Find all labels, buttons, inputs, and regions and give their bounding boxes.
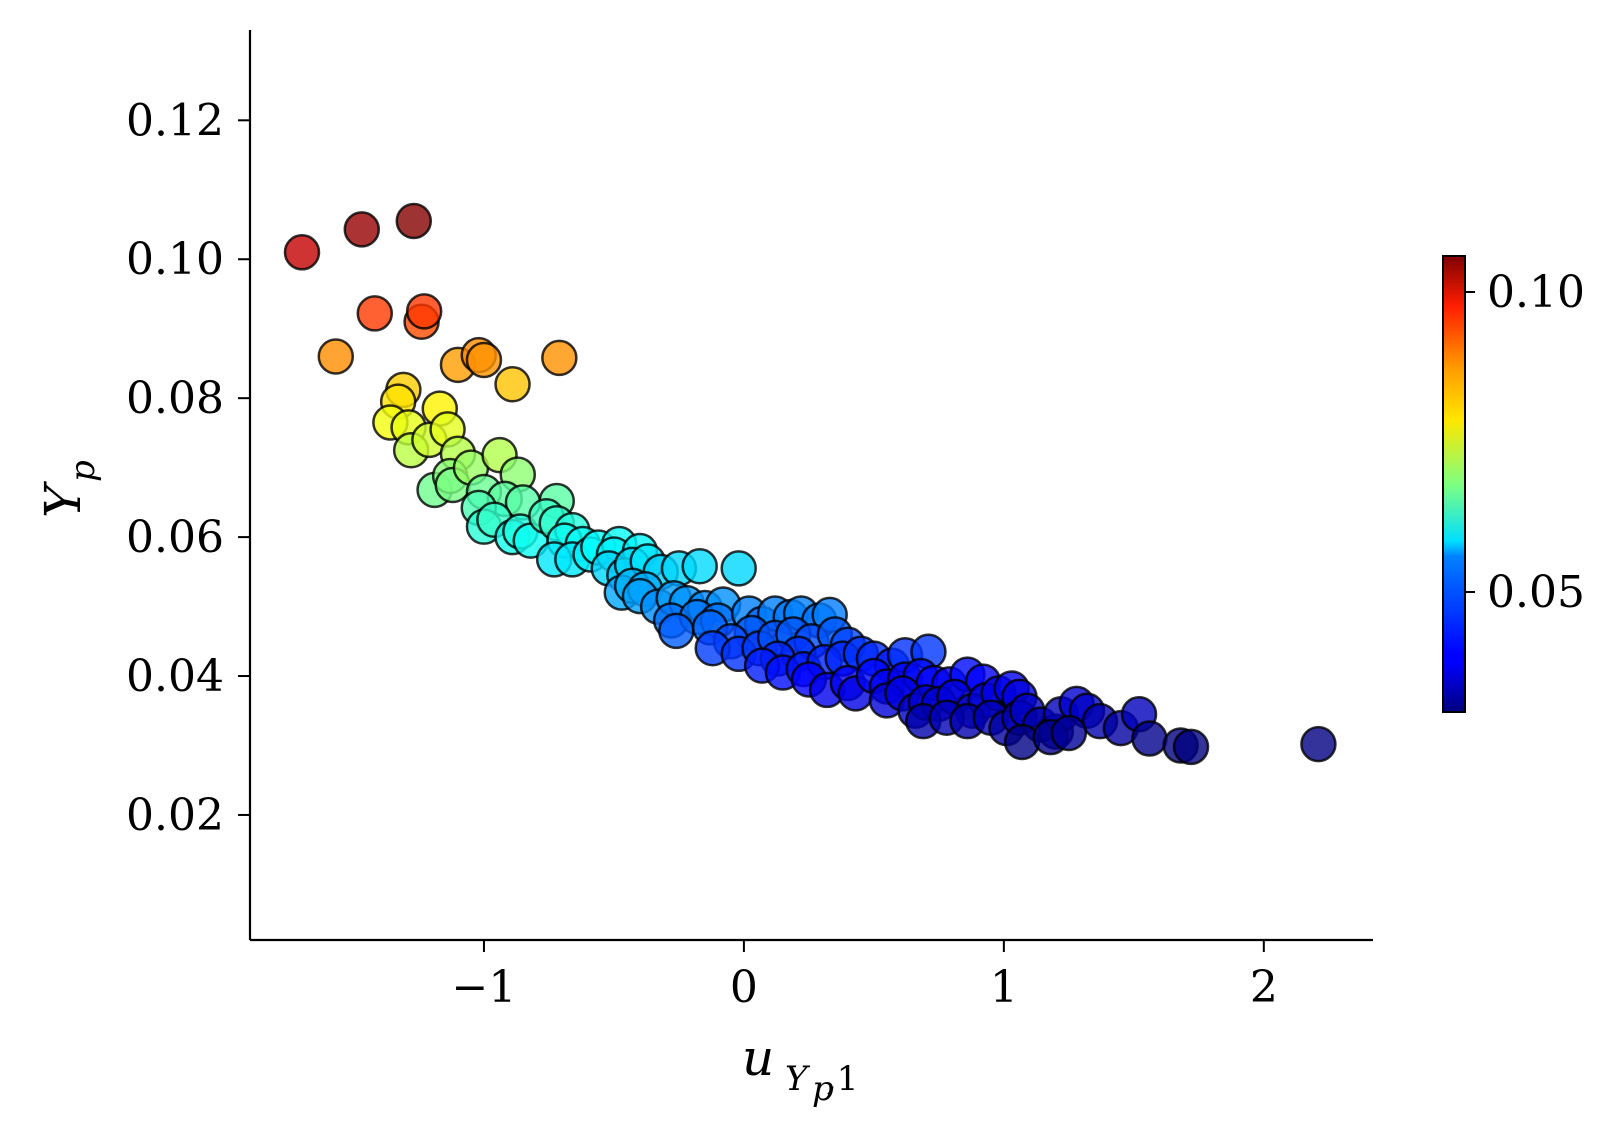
colorbar: 0.05 0.10: [1442, 255, 1585, 713]
scatter-points: [283, 202, 1337, 766]
scatter-point: [1300, 725, 1337, 763]
x-axis-ticks: −1 0 1 2: [452, 940, 1278, 1013]
scatter-point: [283, 234, 321, 271]
colorbar-tick-label: 0.10: [1487, 267, 1585, 318]
scatter-point: [465, 341, 503, 379]
scatter-point: [720, 550, 757, 587]
y-tick-label: 0.04: [126, 651, 224, 702]
y-tick-label: 0.06: [126, 512, 224, 563]
y-axis-ticks: 0.02 0.04 0.06 0.08 0.10 0.12: [126, 95, 250, 841]
x-axis-title: u Y p ,1: [742, 1029, 858, 1109]
y-tick-label: 0.12: [126, 95, 224, 146]
colorbar-gradient: [1442, 255, 1466, 713]
y-tick-label: 0.02: [126, 790, 224, 841]
y-axis-title-subscript: p: [63, 460, 103, 482]
scatter-point: [494, 366, 531, 403]
y-axis-title-main: Y: [34, 481, 92, 518]
scatter-point: [317, 338, 355, 375]
y-tick-label: 0.10: [126, 234, 224, 285]
scatter-point: [405, 293, 443, 330]
x-tick-label: −1: [452, 962, 517, 1013]
scatter-point: [343, 211, 381, 248]
colorbar-ticks: 0.05 0.10: [1465, 267, 1585, 618]
x-axis-title-subscript: Y: [785, 1059, 811, 1099]
scatter-point: [541, 339, 578, 377]
scatter-point: [681, 548, 718, 585]
x-tick-label: 0: [730, 962, 758, 1013]
y-tick-label: 0.08: [126, 373, 224, 424]
x-axis-title-suffix: ,1: [826, 1059, 858, 1099]
scatter-point: [1131, 720, 1168, 757]
scatter-point: [658, 612, 695, 650]
x-tick-label: 1: [990, 962, 1018, 1013]
x-axis-title-sub-subscript: p: [812, 1069, 834, 1109]
y-axis-title: Y p: [34, 460, 103, 518]
x-tick-label: 2: [1250, 962, 1278, 1013]
colorbar-tick-label: 0.05: [1487, 567, 1585, 618]
scatter-point: [356, 295, 394, 332]
scatter-point: [1050, 714, 1088, 752]
x-axis-title-main: u: [742, 1029, 774, 1087]
scatter-point: [1172, 728, 1210, 766]
scatter-point: [395, 202, 433, 240]
